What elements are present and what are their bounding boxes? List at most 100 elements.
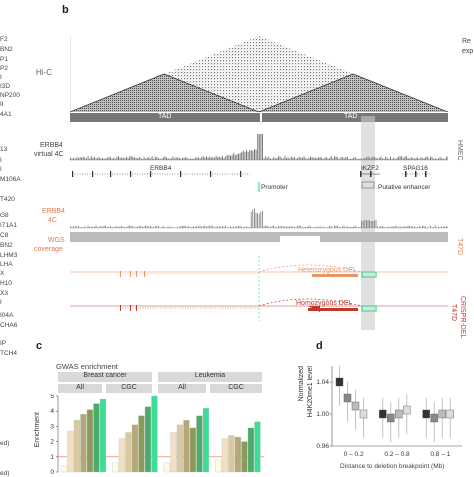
4c-bar — [366, 220, 367, 228]
left-gene-item: NP200 — [0, 92, 20, 99]
hom-del-label: Homozygous DEL — [296, 300, 352, 307]
left-gene-item: IP — [0, 340, 6, 347]
4c-bar — [304, 227, 305, 228]
4c-bar — [387, 227, 388, 228]
virtual-4c-bar — [209, 157, 210, 160]
4c-bar — [441, 227, 442, 228]
gwas-bar — [229, 436, 235, 472]
4c-bar — [232, 227, 233, 228]
4c-bar — [352, 227, 353, 228]
virtual-4c-bar — [92, 158, 93, 160]
gwas-ytick-label: 3 — [50, 423, 54, 430]
4c-bar — [182, 226, 183, 228]
4c-bar — [302, 227, 303, 228]
left-gene-item: F2 — [0, 36, 8, 43]
virtual-4c-bar — [398, 157, 399, 160]
virtual-4c-bar — [211, 157, 212, 160]
4c-bar — [280, 226, 281, 228]
4c-bar — [148, 227, 149, 228]
4c-bar — [184, 226, 185, 228]
virtual-4c-bar — [177, 158, 178, 160]
h4k-xtick-label: 0.8 – 1 — [430, 451, 450, 458]
virtual-4c-bar — [262, 134, 263, 160]
virtual-4c-bar — [376, 158, 377, 160]
4c-bar — [289, 227, 290, 228]
virtual-4c-bar — [384, 159, 385, 160]
cell-t47d-crispr-label-1: T47D — [450, 304, 457, 321]
virtual-4c-bar — [174, 159, 175, 160]
virtual-4c-bar — [297, 158, 298, 160]
virtual-4c-bar — [121, 158, 122, 160]
4c-bar — [331, 226, 332, 228]
gwas-bar — [164, 463, 170, 472]
virtual-4c-bar — [326, 157, 327, 160]
4c-bar — [307, 227, 308, 228]
left-gene-item: LHM3 — [0, 252, 17, 259]
panel-b-letter: b — [62, 4, 69, 16]
4c-bar — [400, 226, 401, 228]
virtual-4c-bar — [315, 158, 316, 160]
4c-bar — [376, 220, 377, 228]
left-gene-item: C8 — [0, 232, 8, 239]
virtual-4c-bar — [312, 157, 313, 160]
virtual-4c-bar — [116, 157, 117, 160]
virtual-4c-bar — [350, 159, 351, 160]
virtual-4c-bar — [392, 159, 393, 160]
virtual-4c-bar — [401, 156, 402, 160]
virtual-4c-bar — [190, 159, 191, 160]
virtual-4c-bar — [222, 156, 223, 160]
virtual-4c-bar — [355, 157, 356, 160]
4c-bar — [89, 227, 90, 228]
virtual-4c-bar — [91, 156, 92, 160]
4c-bar — [350, 227, 351, 228]
4c-bar — [171, 227, 172, 228]
gwas-bar — [119, 439, 125, 472]
4c-bar — [195, 227, 196, 228]
4c-bar — [176, 227, 177, 228]
4c-bar — [401, 227, 402, 228]
h4k-box — [395, 410, 402, 418]
het-del-label: Heterozygous DEL — [298, 267, 357, 274]
virtual-4c-bar — [387, 158, 388, 160]
gene-ikzf2: IKZF2 — [361, 165, 379, 172]
gwas-ytick-label: 0 — [50, 469, 54, 474]
h4k-box — [447, 410, 454, 418]
4c-bar — [260, 212, 261, 228]
virtual-4c-bar — [353, 158, 354, 160]
virtual-4c-bar — [278, 156, 279, 160]
virtual-4c-bar — [320, 157, 321, 160]
virtual-4c-bar — [436, 159, 437, 160]
virtual-4c-bar — [267, 158, 268, 160]
virtual-4c-bar — [75, 159, 76, 160]
virtual-4c-bar — [201, 157, 202, 160]
left-gene-item: LHA — [0, 261, 13, 268]
virtual-4c-bar — [156, 157, 157, 160]
4c-bar — [363, 221, 364, 228]
virtual-4c-bar — [371, 158, 372, 160]
virtual-4c-bar — [308, 158, 309, 160]
virtual-4c-bar — [172, 157, 173, 160]
gwas-ytick-label: 4 — [50, 408, 54, 415]
4c-bar — [201, 227, 202, 228]
h4k-box — [423, 410, 430, 418]
virtual-4c-bar — [291, 157, 292, 160]
cell-t47d-crispr-label-2: CRISPR-DEL — [459, 296, 466, 338]
virtual-4c-bar — [107, 158, 108, 160]
virtual-4c-bar — [313, 158, 314, 160]
4c-bar — [105, 226, 106, 228]
virtual-4c-bar — [288, 157, 289, 160]
virtual-4c-bar — [329, 158, 330, 160]
4c-bar — [214, 227, 215, 228]
virtual-4c-bar — [246, 150, 247, 160]
virtual-4c-bar — [86, 158, 87, 160]
virtual-4c-bar — [284, 156, 285, 160]
virtual-4c-bar — [344, 158, 345, 160]
4c-bar — [238, 226, 239, 228]
virtual-4c-bar — [128, 158, 129, 160]
virtual-4c-bar — [198, 157, 199, 160]
4c-bar — [220, 227, 221, 228]
left-gene-item: G8 — [0, 212, 9, 219]
virtual-4c-bar — [363, 159, 364, 160]
4c-bar — [78, 226, 79, 228]
virtual-4c-bar — [259, 134, 260, 160]
